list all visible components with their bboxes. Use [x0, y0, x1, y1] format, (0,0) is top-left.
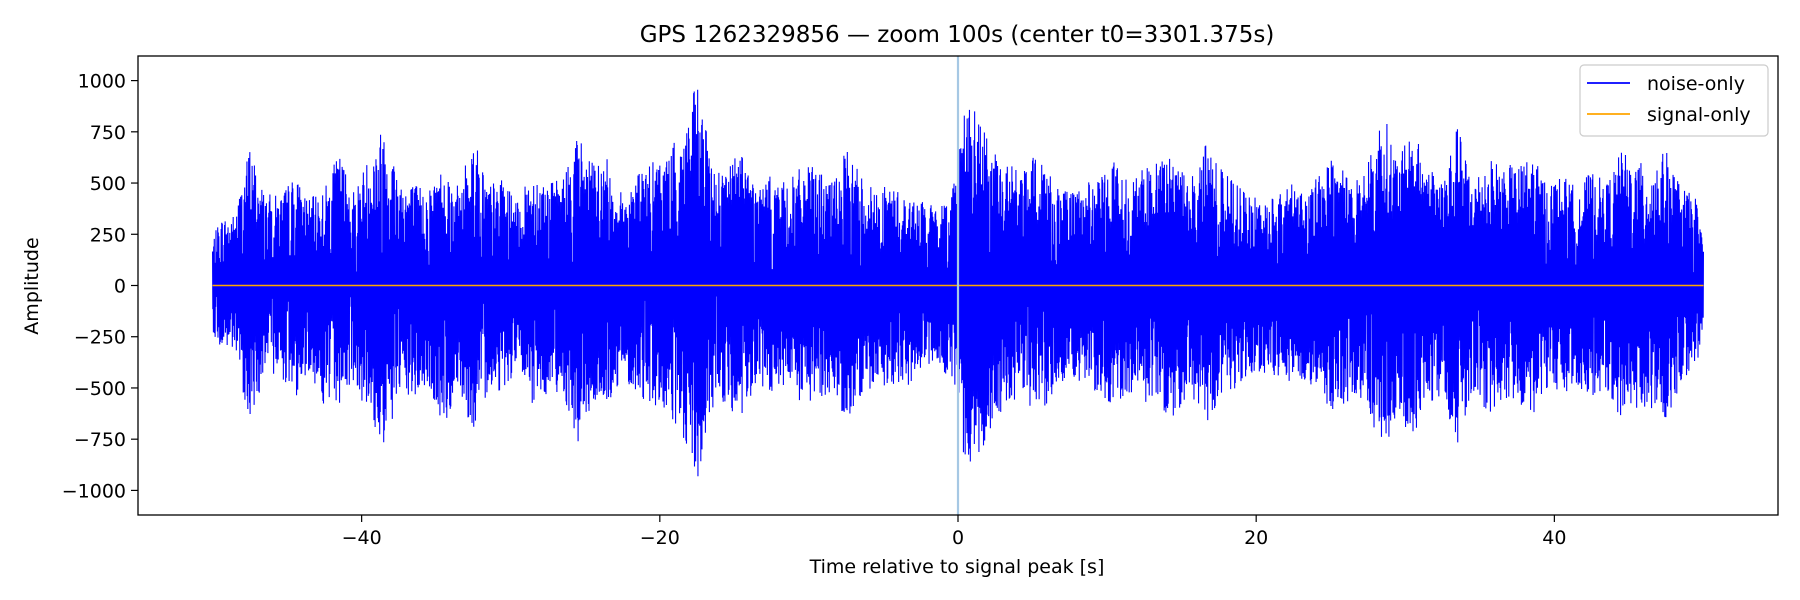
y-tick-label: 500 [90, 173, 126, 195]
legend-label-noise-only: noise-only [1647, 73, 1745, 95]
x-tick-label: −40 [342, 527, 382, 549]
y-tick-label: 750 [90, 122, 126, 144]
legend: noise-only signal-only [1579, 64, 1769, 137]
y-tick-label: 0 [114, 276, 126, 298]
y-tick-label: −750 [74, 429, 126, 451]
x-tick-label: −20 [640, 527, 680, 549]
y-tick-label: 250 [90, 224, 126, 246]
x-axis-label: Time relative to signal peak [s] [809, 556, 1105, 578]
plot-area [212, 56, 1704, 515]
y-axis: 1000 750 500 250 0 −250 −500 −750 −1000 [62, 71, 138, 502]
chart-title: GPS 1262329856 — zoom 100s (center t0=33… [640, 22, 1275, 48]
x-tick-label: 40 [1542, 527, 1566, 549]
x-tick-label: 0 [952, 527, 964, 549]
y-axis-label: Amplitude [21, 237, 43, 334]
x-tick-label: 20 [1244, 527, 1268, 549]
legend-label-signal-only: signal-only [1647, 104, 1751, 126]
x-axis: −40 −20 0 20 40 [342, 515, 1566, 549]
y-tick-label: 1000 [78, 71, 126, 93]
y-tick-label: −500 [74, 378, 126, 400]
y-tick-label: −1000 [62, 480, 126, 502]
y-tick-label: −250 [74, 327, 126, 349]
